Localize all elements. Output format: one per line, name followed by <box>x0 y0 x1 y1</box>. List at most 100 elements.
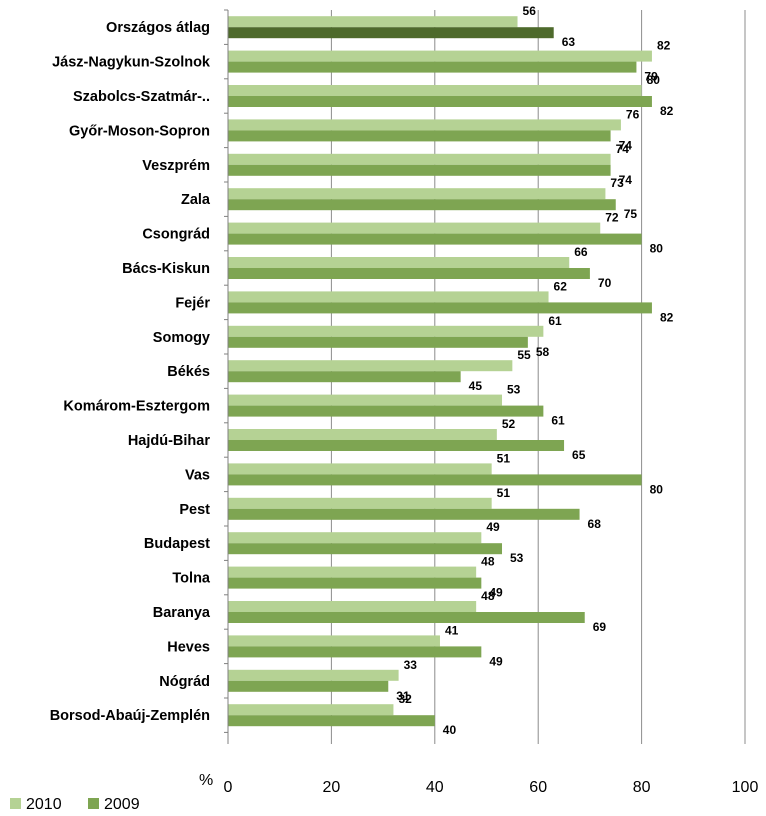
category-label: Somogy <box>153 330 210 346</box>
bar-2009 <box>228 336 528 348</box>
bar-2010 <box>228 188 606 200</box>
category-label: Tolna <box>172 571 211 587</box>
value-label-2010: 56 <box>523 4 537 18</box>
bar-2009 <box>228 61 637 73</box>
value-label-2010: 48 <box>481 555 495 569</box>
bar-2010 <box>228 119 621 131</box>
legend-label: 2010 <box>26 796 62 813</box>
category-label: Győr-Moson-Sopron <box>69 123 210 139</box>
value-label-2010: 41 <box>445 623 459 637</box>
category-label: Országos átlag <box>106 20 210 36</box>
value-label-2009: 61 <box>551 414 565 428</box>
value-label-2010: 66 <box>574 245 588 259</box>
legend-label: 2009 <box>104 796 140 813</box>
category-label: Békés <box>167 364 210 380</box>
category-label: Baranya <box>153 605 211 621</box>
value-label-2009: 65 <box>572 448 586 462</box>
bar-2009 <box>228 440 565 451</box>
bar-2010 <box>228 394 503 406</box>
value-label-2010: 53 <box>507 383 521 397</box>
value-label-2009: 80 <box>650 242 664 256</box>
bar-2010 <box>228 153 611 165</box>
bar-2010 <box>228 50 652 62</box>
category-label: Komárom-Esztergom <box>63 399 210 415</box>
value-label-2009: 58 <box>536 345 550 359</box>
bar-2010 <box>228 601 477 612</box>
bar-2009 <box>228 646 482 658</box>
x-tick-label: 80 <box>633 779 651 796</box>
value-label-2009: 75 <box>624 207 638 221</box>
value-label-2010: 51 <box>497 451 511 465</box>
value-label-2010: 33 <box>404 658 418 672</box>
bar-2009 <box>228 612 585 623</box>
bar-2010 <box>228 429 497 440</box>
legend: 2010 2009 <box>10 796 140 813</box>
bar-2009 <box>228 715 435 727</box>
x-tick-label: 100 <box>732 779 759 796</box>
value-label-2009: 82 <box>660 104 674 118</box>
category-label: Hajdú-Bihar <box>128 433 211 449</box>
bar-2009 <box>228 199 616 211</box>
value-label-2010: 62 <box>554 279 568 293</box>
bar-2009 <box>228 164 611 176</box>
bar-2009 <box>228 27 554 39</box>
category-label: Heves <box>167 639 210 655</box>
legend-swatch <box>10 798 21 809</box>
bar-2009 <box>228 268 590 279</box>
bar-2009 <box>228 680 389 692</box>
category-label: Veszprém <box>142 158 210 174</box>
category-label: Vas <box>185 467 210 483</box>
x-axis-unit-label: % <box>199 772 213 789</box>
bar-2009 <box>228 130 611 142</box>
value-label-2010: 76 <box>626 107 640 121</box>
bar-2010 <box>228 704 394 716</box>
x-tick-label: 20 <box>323 779 341 796</box>
bars <box>224 9 652 733</box>
category-label: Bács-Kiskun <box>122 261 210 277</box>
value-label-2009: 70 <box>598 276 612 290</box>
value-label-2009: 74 <box>619 173 633 187</box>
value-label-2010: 51 <box>497 486 511 500</box>
x-tick-label: 0 <box>224 779 233 796</box>
bar-2010 <box>228 325 544 337</box>
value-label-2009: 82 <box>660 310 674 324</box>
value-label-2010: 73 <box>610 176 624 190</box>
bar-2010 <box>228 497 492 509</box>
value-label-2009: 80 <box>650 482 664 496</box>
bar-2010 <box>228 257 570 268</box>
bar-2010 <box>228 16 518 28</box>
bar-2009 <box>228 508 580 520</box>
value-label-2009: 49 <box>489 654 503 668</box>
bar-2009 <box>228 543 503 555</box>
category-label: Nógrád <box>159 674 210 690</box>
value-label-2009: 53 <box>510 551 524 565</box>
category-label: Csongrád <box>142 227 210 243</box>
bar-2009 <box>228 405 544 417</box>
category-label: Fejér <box>175 295 210 311</box>
bar-2010 <box>228 291 549 303</box>
legend-swatch <box>88 798 99 809</box>
x-tick-label: 40 <box>426 779 444 796</box>
category-label: Borsod-Abaúj-Zemplén <box>50 708 210 724</box>
bar-2010 <box>228 566 477 578</box>
value-label-2009: 69 <box>593 620 607 634</box>
bar-2010 <box>228 85 642 96</box>
value-label-2009: 31 <box>396 689 410 703</box>
value-label-2010: 74 <box>616 142 630 156</box>
bar-2010 <box>228 532 482 544</box>
value-label-2010: 49 <box>486 520 500 534</box>
bar-2010 <box>228 635 440 647</box>
bar-2009 <box>228 577 482 589</box>
category-label: Jász-Nagykun-Szolnok <box>52 55 211 71</box>
value-label-2010: 32 <box>398 692 412 706</box>
category-label: Szabolcs-Szatmár-.. <box>73 89 210 105</box>
value-label-2009: 40 <box>443 723 457 737</box>
bar-2010 <box>228 360 513 372</box>
value-label-2010: 52 <box>502 417 516 431</box>
value-label-2010: 82 <box>657 39 671 53</box>
category-label: Pest <box>179 502 210 518</box>
value-label-2010: 80 <box>647 73 661 87</box>
x-tick-label: 60 <box>529 779 547 796</box>
value-label-2009: 68 <box>588 517 602 531</box>
